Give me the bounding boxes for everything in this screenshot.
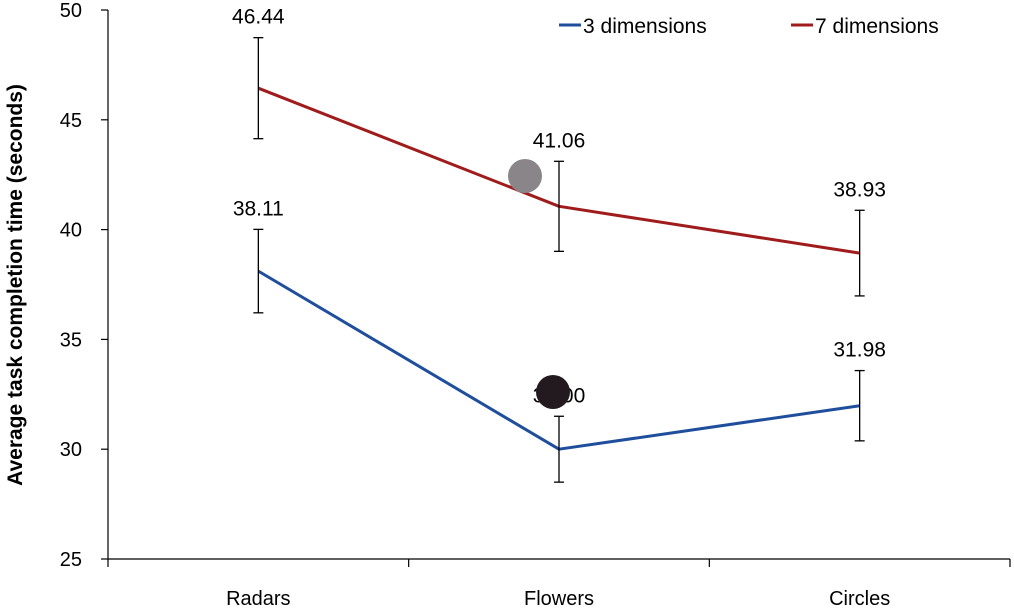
error-bar: [253, 228, 264, 314]
y-tick-label: 25: [60, 549, 82, 571]
data-label: 41.06: [533, 129, 586, 152]
y-tick-label: 35: [60, 329, 82, 351]
legend-item: 3 dimensions: [559, 15, 707, 38]
y-tick-label: 40: [60, 220, 82, 242]
error-bar: [854, 209, 865, 297]
legend-label: 3 dimensions: [583, 15, 707, 38]
y-axis-title: Average task completion time (seconds): [4, 84, 27, 486]
error-bar: [253, 37, 264, 140]
error-bar: [854, 369, 865, 442]
y-tick-label: 50: [60, 0, 82, 22]
legend-item: 7 dimensions: [791, 15, 939, 38]
y-tick-label: 30: [60, 439, 82, 461]
x-tick-label: Radars: [226, 588, 290, 609]
legend: 3 dimensions 7 dimensions: [559, 15, 939, 38]
data-label: 31.98: [833, 339, 886, 362]
x-ticks: Radars Flowers Circles: [107, 559, 1011, 609]
data-label: 46.44: [232, 6, 285, 29]
data-label: 38.11: [233, 197, 284, 220]
x-tick-label: Circles: [829, 588, 890, 609]
data-label: 38.93: [833, 178, 886, 201]
series-2: 46.44 41.06 38.93: [232, 6, 886, 297]
legend-label: 7 dimensions: [815, 15, 939, 38]
y-ticks: 25 30 35 40 45 50: [60, 0, 108, 571]
x-tick-label: Flowers: [524, 588, 594, 609]
black-dot-marker: [536, 375, 570, 409]
error-bar: [554, 160, 564, 252]
gray-dot-marker: [508, 159, 542, 193]
error-bar: [554, 415, 564, 483]
y-tick-label: 45: [60, 110, 82, 132]
